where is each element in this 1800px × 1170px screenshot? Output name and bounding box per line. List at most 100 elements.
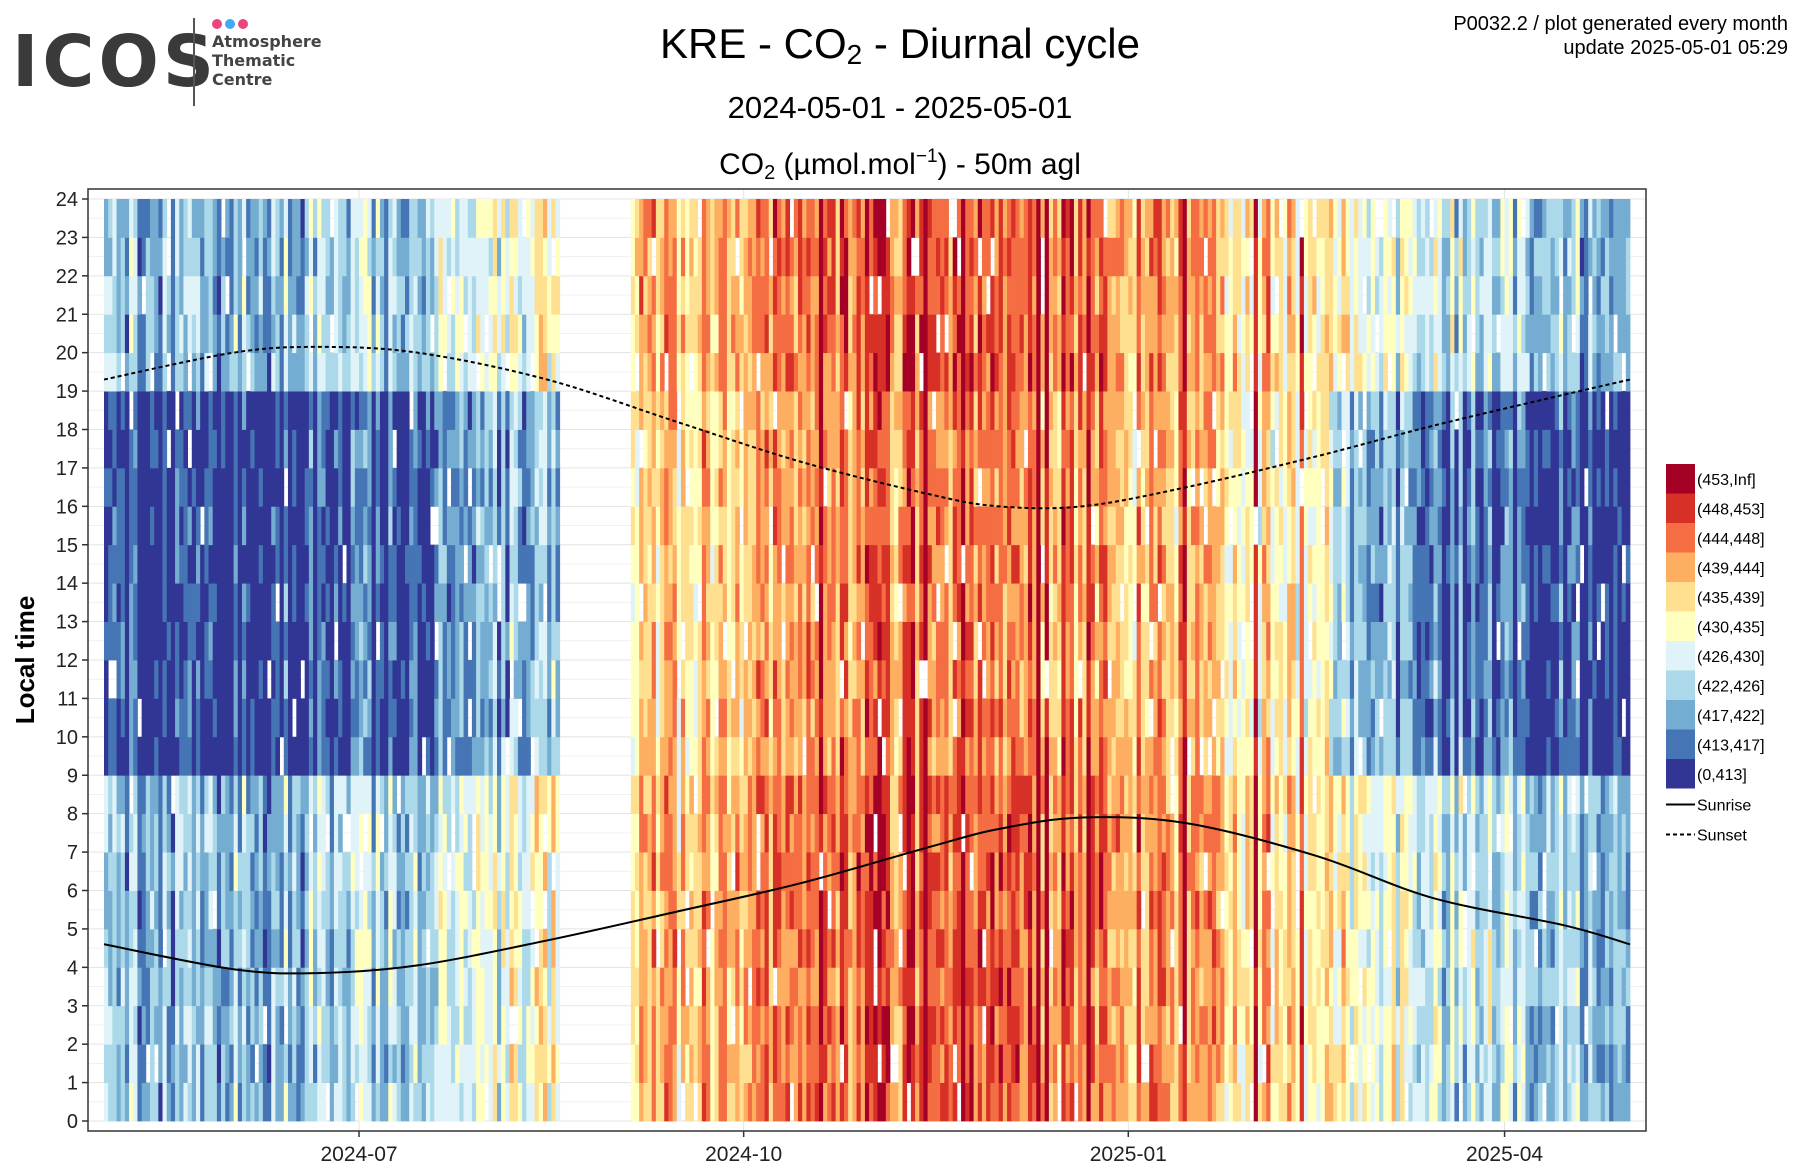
heatmap-cell: [643, 467, 648, 507]
heatmap-cell: [379, 583, 385, 622]
heatmap-cell: [856, 583, 862, 622]
heatmap-cell: [685, 621, 690, 661]
heatmap-cell: [655, 429, 661, 469]
heatmap-cell: [898, 1082, 903, 1122]
heatmap-cell: [781, 736, 786, 776]
heatmap-cell: [844, 583, 849, 622]
heatmap-cell: [363, 660, 368, 699]
heatmap-cell: [476, 698, 481, 738]
heatmap-cell: [726, 314, 732, 354]
heatmap-cell: [112, 583, 117, 622]
heatmap-cell: [191, 429, 197, 469]
heatmap-cell: [793, 890, 799, 930]
heatmap-cell: [547, 775, 552, 815]
heatmap-cell: [463, 467, 469, 507]
heatmap-cell: [810, 1044, 816, 1083]
heatmap-cell: [108, 621, 113, 661]
heatmap-cell: [200, 660, 205, 699]
heatmap-cell: [1027, 1005, 1033, 1045]
heatmap-cell: [639, 352, 644, 392]
heatmap-cell: [104, 813, 109, 853]
heatmap-cell: [664, 775, 669, 815]
heatmap-cell: [948, 506, 954, 546]
heatmap-cell: [873, 237, 878, 277]
heatmap-cell: [923, 275, 929, 315]
heatmap-cell: [104, 544, 109, 584]
heatmap-cell: [952, 429, 958, 469]
heatmap-cell: [526, 314, 531, 354]
heatmap-cell: [413, 544, 418, 584]
heatmap-cell: [108, 967, 113, 1007]
heatmap-cell: [258, 583, 264, 622]
heatmap-cell: [195, 352, 201, 392]
heatmap-cell: [831, 544, 837, 584]
heatmap-cell: [271, 1044, 276, 1083]
heatmap-cell: [1015, 237, 1020, 277]
heatmap-cell: [371, 391, 377, 430]
heatmap-cell: [823, 1044, 828, 1083]
heatmap-cell: [910, 391, 916, 430]
heatmap-cell: [267, 275, 272, 315]
heatmap-cell: [538, 237, 544, 277]
heatmap-cell: [329, 1082, 335, 1122]
heatmap-cell: [129, 736, 134, 776]
heatmap-cell: [304, 1082, 310, 1122]
heatmap-cell: [877, 391, 883, 430]
heatmap-cell: [367, 1005, 372, 1045]
heatmap-cell: [869, 1005, 874, 1045]
heatmap-cell: [818, 621, 824, 661]
heatmap-cell: [940, 1082, 945, 1122]
heatmap-cell: [409, 967, 414, 1007]
heatmap-cell: [501, 967, 506, 1007]
heatmap-cell: [798, 967, 803, 1007]
heatmap-cell: [363, 544, 368, 584]
heatmap-cell: [170, 544, 176, 584]
heatmap-cell: [488, 621, 494, 661]
heatmap-cell: [133, 775, 138, 815]
heatmap-cell: [551, 544, 556, 584]
heatmap-cell: [379, 890, 385, 930]
heatmap-cell: [346, 852, 352, 891]
heatmap-cell: [906, 928, 912, 968]
heatmap-cell: [112, 813, 117, 853]
heatmap-cell: [1002, 1005, 1008, 1045]
heatmap-cell: [195, 237, 201, 277]
icos-logo: ICOS Atmosphere Thematic Centre: [8, 14, 338, 110]
heatmap-cell: [747, 199, 753, 238]
heatmap-cell: [212, 813, 218, 853]
heatmap-cell: [1007, 391, 1012, 430]
heatmap-cell: [492, 852, 498, 891]
heatmap-cell: [154, 660, 159, 699]
heatmap-cell: [672, 391, 678, 430]
heatmap-cell: [195, 890, 201, 930]
heatmap-cell: [944, 1005, 949, 1045]
heatmap-cell: [706, 467, 711, 507]
heatmap-cell: [969, 890, 975, 930]
heatmap-cell: [701, 429, 707, 469]
heatmap-cell: [940, 314, 945, 354]
heatmap-cell: [802, 544, 807, 584]
heatmap-cell: [175, 583, 180, 622]
heatmap-cell: [760, 544, 765, 584]
heatmap-cell: [555, 890, 561, 930]
heatmap-cell: [522, 275, 527, 315]
heatmap-cell: [463, 237, 469, 277]
heatmap-cell: [735, 199, 740, 238]
heatmap-cell: [919, 467, 924, 507]
heatmap-cell: [910, 1082, 916, 1122]
heatmap-cell: [998, 813, 1004, 853]
heatmap-cell: [969, 199, 975, 238]
heatmap-cell: [409, 890, 414, 930]
heatmap-cell: [233, 199, 239, 238]
heatmap-cell: [647, 928, 653, 968]
heatmap-cell: [195, 1044, 201, 1083]
heatmap-cell: [183, 775, 189, 815]
heatmap-cell: [271, 583, 276, 622]
heatmap-cell: [718, 967, 724, 1007]
heatmap-cell: [492, 583, 498, 622]
heatmap-cell: [806, 775, 811, 815]
heatmap-cell: [839, 506, 845, 546]
heatmap-cell: [752, 967, 757, 1007]
heatmap-cell: [534, 237, 540, 277]
heatmap-cell: [208, 314, 214, 354]
